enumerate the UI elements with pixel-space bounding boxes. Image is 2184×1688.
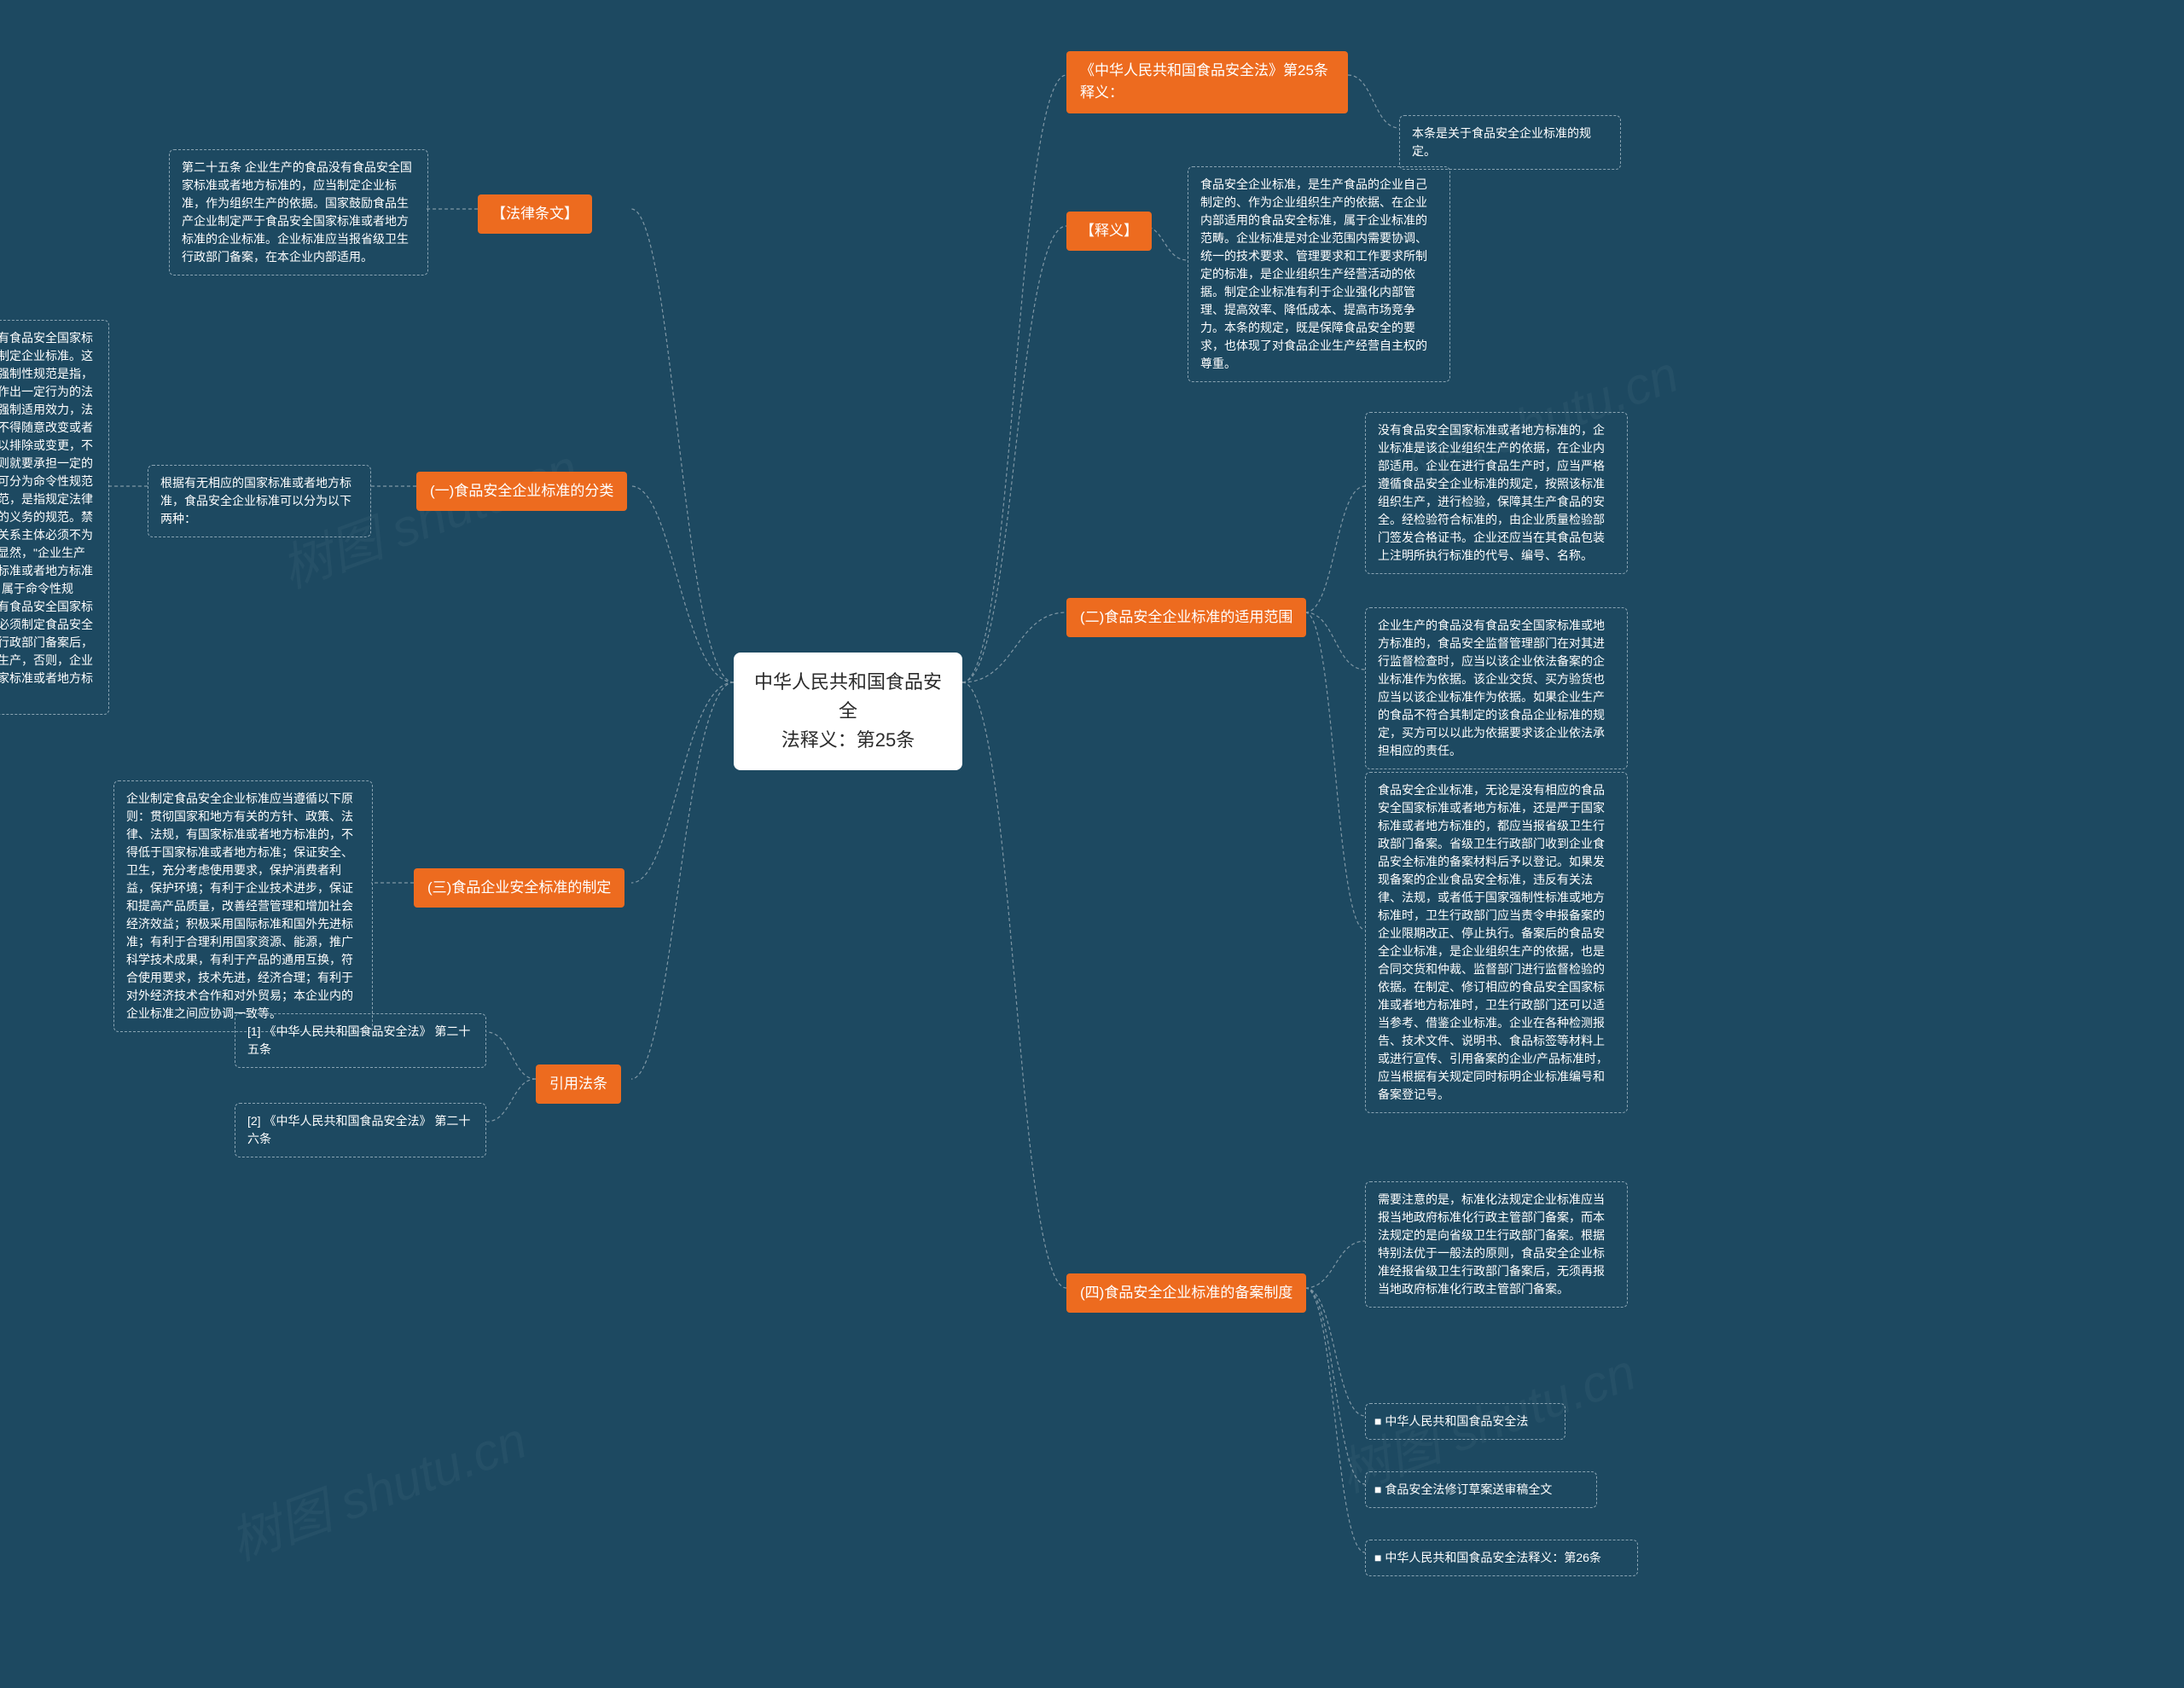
ref-item-2: [2] 《中华人民共和国食品安全法》 第二十六条 (235, 1103, 486, 1157)
link-item-2[interactable]: 食品安全法修订草案送审稿全文 (1365, 1471, 1597, 1508)
branch-section1[interactable]: (一)食品安全企业标准的分类 (416, 472, 627, 511)
branch-law-text[interactable]: 【法律条文】 (478, 194, 592, 234)
watermark: 树图 shutu.cn (218, 1399, 535, 1575)
section1-bridge: 根据有无相应的国家标准或者地方标准，食品安全企业标准可以分为以下两种： (148, 465, 371, 537)
link-item-3[interactable]: 中华人民共和国食品安全法释义：第26条 (1365, 1540, 1638, 1576)
header-sub: 本条是关于食品安全企业标准的规定。 (1399, 115, 1621, 170)
branch-shiyi[interactable]: 【释义】 (1066, 212, 1152, 251)
section3-body: 企业制定食品安全企业标准应当遵循以下原则：贯彻国家和地方有关的方针、政策、法律、… (113, 780, 373, 1032)
branch-header[interactable]: 《中华人民共和国食品安全法》第25条释义： (1066, 51, 1348, 113)
center-line2: 法释义：第25条 (752, 726, 944, 755)
ref-item-1: [1] 《中华人民共和国食品安全法》 第二十五条 (235, 1013, 486, 1068)
shiyi-body: 食品安全企业标准，是生产食品的企业自己制定的、作为企业组织生产的依据、在企业内部… (1188, 166, 1450, 382)
branch-section4[interactable]: (四)食品安全企业标准的备案制度 (1066, 1273, 1306, 1313)
law-text-body: 第二十五条 企业生产的食品没有食品安全国家标准或者地方标准的，应当制定企业标准，… (169, 149, 428, 276)
center-line1: 中华人民共和国食品安全 (752, 668, 944, 726)
branch-section3[interactable]: (三)食品企业安全标准的制定 (414, 868, 624, 908)
section4-body: 需要注意的是，标准化法规定企业标准应当报当地政府标准化行政主管部门备案，而本法规… (1365, 1181, 1628, 1308)
section2-body3: 食品安全企业标准，无论是没有相应的食品安全国家标准或者地方标准，还是严于国家标准… (1365, 772, 1628, 1113)
section2-body2: 企业生产的食品没有食品安全国家标准或地方标准的，食品安全监督管理部门在对其进行监… (1365, 607, 1628, 769)
link-item-1[interactable]: 中华人民共和国食品安全法 (1365, 1403, 1565, 1440)
section1-body: 一是，企业生产的食品没有食品安全国家标准或者地方标准的，应当制定企业标准。这一规… (0, 320, 109, 715)
section2-body1: 没有食品安全国家标准或者地方标准的，企业标准是该企业组织生产的依据，在企业内部适… (1365, 412, 1628, 574)
center-node[interactable]: 中华人民共和国食品安全 法释义：第25条 (734, 653, 962, 770)
branch-section2[interactable]: (二)食品安全企业标准的适用范围 (1066, 598, 1306, 637)
branch-refs[interactable]: 引用法条 (536, 1064, 621, 1104)
